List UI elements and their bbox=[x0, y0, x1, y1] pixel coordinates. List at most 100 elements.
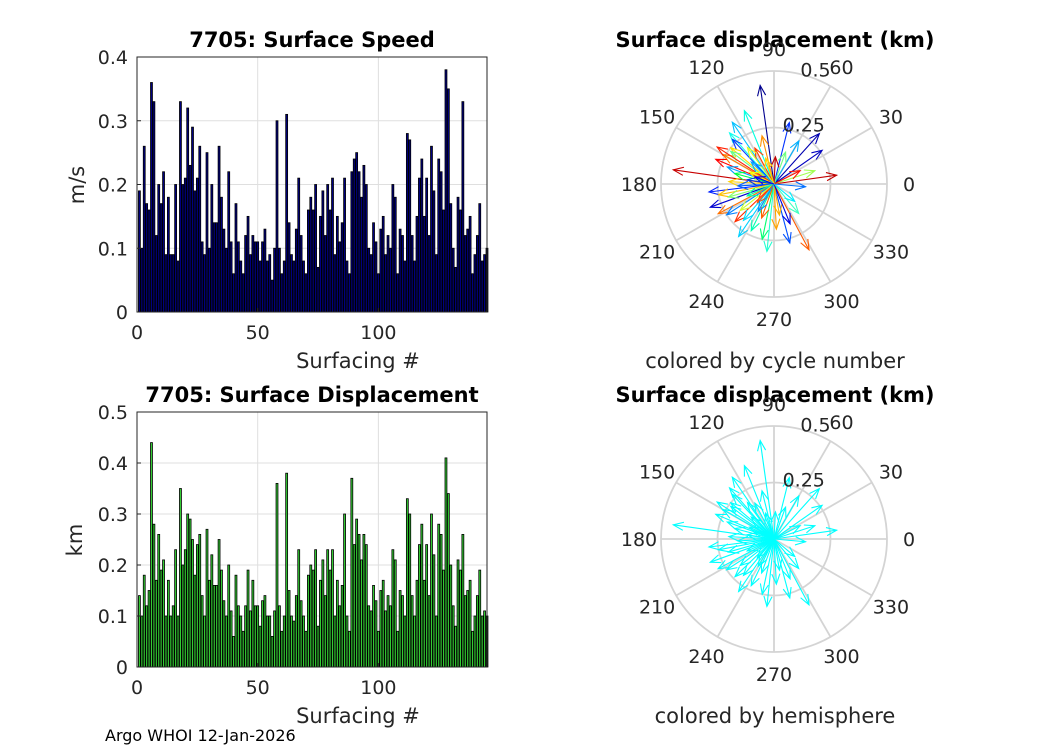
bar bbox=[210, 184, 214, 313]
displacement-arrow bbox=[773, 487, 821, 540]
bar bbox=[249, 610, 252, 668]
polar-angle-label: 120 bbox=[688, 412, 724, 434]
bar bbox=[164, 254, 168, 313]
displacement-arrow bbox=[726, 538, 775, 554]
displacement-arrow bbox=[717, 183, 775, 198]
x-tick-label: 100 bbox=[360, 322, 396, 344]
displacement-arrow bbox=[714, 513, 775, 540]
bar bbox=[183, 549, 187, 668]
polar-angle-label: 330 bbox=[873, 242, 909, 264]
displacement-arrow bbox=[773, 183, 791, 226]
polar-hemisphere-arrows bbox=[671, 439, 839, 608]
displacement-arrow bbox=[771, 183, 781, 231]
displacement-arrow bbox=[763, 183, 775, 253]
displacement-arrow bbox=[773, 538, 791, 581]
bar bbox=[473, 254, 477, 313]
bar bbox=[193, 574, 197, 668]
bar bbox=[145, 605, 149, 668]
bar bbox=[480, 615, 484, 668]
x-tick-label: 0 bbox=[131, 322, 143, 344]
bar bbox=[466, 590, 470, 668]
bar bbox=[398, 228, 402, 313]
bar bbox=[461, 534, 465, 668]
bar bbox=[145, 203, 149, 313]
bar bbox=[241, 273, 245, 313]
bar bbox=[285, 472, 289, 668]
bar bbox=[447, 493, 450, 668]
bar bbox=[270, 636, 274, 668]
displacement-arrow bbox=[773, 121, 792, 185]
displacement-arrow bbox=[729, 505, 775, 540]
x-tick-label: 50 bbox=[246, 677, 270, 699]
bar bbox=[425, 177, 429, 313]
polar-cycle-labels: 0 30 60 90 120 150 180 210 240 270 300 330 0.25 0.5 bbox=[621, 39, 915, 331]
bar bbox=[253, 605, 257, 668]
bar bbox=[188, 164, 192, 313]
bar bbox=[224, 247, 228, 313]
bar bbox=[205, 152, 209, 313]
bar bbox=[372, 222, 375, 313]
bar bbox=[335, 579, 339, 668]
bar bbox=[256, 241, 260, 313]
bar bbox=[275, 120, 279, 313]
displacement-arrow bbox=[743, 464, 775, 540]
displacement-arrow bbox=[773, 150, 787, 185]
bar bbox=[174, 184, 177, 313]
bar bbox=[323, 595, 327, 668]
displacement-arrow bbox=[759, 489, 775, 540]
bar bbox=[475, 235, 479, 313]
bar bbox=[244, 235, 247, 313]
bar bbox=[282, 615, 286, 668]
bar bbox=[456, 196, 460, 313]
x-tick-label: 50 bbox=[246, 322, 270, 344]
bar bbox=[393, 559, 397, 668]
bar bbox=[314, 549, 317, 668]
polar-angle-label: 180 bbox=[621, 529, 657, 551]
bar bbox=[244, 605, 247, 668]
bar bbox=[285, 113, 289, 313]
bar bbox=[152, 523, 156, 668]
displacement-arrow bbox=[760, 183, 775, 220]
bar bbox=[200, 241, 204, 313]
bar bbox=[282, 260, 286, 313]
bar bbox=[162, 559, 165, 668]
surface-displacement-chart: 7705: Surface Displacement Surfacing # k… bbox=[63, 383, 489, 728]
bar bbox=[268, 254, 272, 313]
x-tick-label: 0 bbox=[131, 677, 143, 699]
bar bbox=[437, 158, 441, 313]
bar bbox=[246, 215, 250, 313]
displacement-arrow bbox=[715, 146, 775, 185]
displacement-x-axis-label: Surfacing # bbox=[296, 704, 420, 728]
bar bbox=[241, 630, 245, 668]
bar bbox=[142, 574, 146, 668]
bar bbox=[256, 605, 260, 668]
bar bbox=[311, 209, 315, 313]
bar bbox=[420, 523, 424, 668]
bar bbox=[227, 564, 231, 668]
bar bbox=[360, 196, 363, 313]
displacement-arrow bbox=[770, 155, 780, 185]
bar bbox=[434, 615, 438, 668]
bar bbox=[304, 273, 308, 313]
polar-angle-label: 60 bbox=[829, 412, 853, 434]
bar bbox=[459, 209, 462, 313]
displacement-arrow bbox=[756, 538, 775, 559]
bar bbox=[381, 215, 385, 313]
polar-angle-label: 210 bbox=[639, 597, 675, 619]
bar bbox=[186, 513, 190, 668]
bar bbox=[200, 595, 204, 668]
displacement-arrow bbox=[773, 149, 824, 185]
bar bbox=[427, 235, 431, 313]
bar bbox=[198, 145, 202, 313]
displacement-arrow bbox=[757, 183, 775, 213]
bar bbox=[408, 513, 412, 668]
displacement-arrow bbox=[737, 183, 775, 238]
polar-angle-label: 270 bbox=[756, 664, 792, 686]
bar bbox=[224, 615, 228, 668]
bar bbox=[340, 222, 344, 313]
bar bbox=[237, 605, 240, 668]
bar bbox=[369, 610, 373, 668]
bar bbox=[328, 209, 332, 313]
bar bbox=[234, 574, 238, 668]
